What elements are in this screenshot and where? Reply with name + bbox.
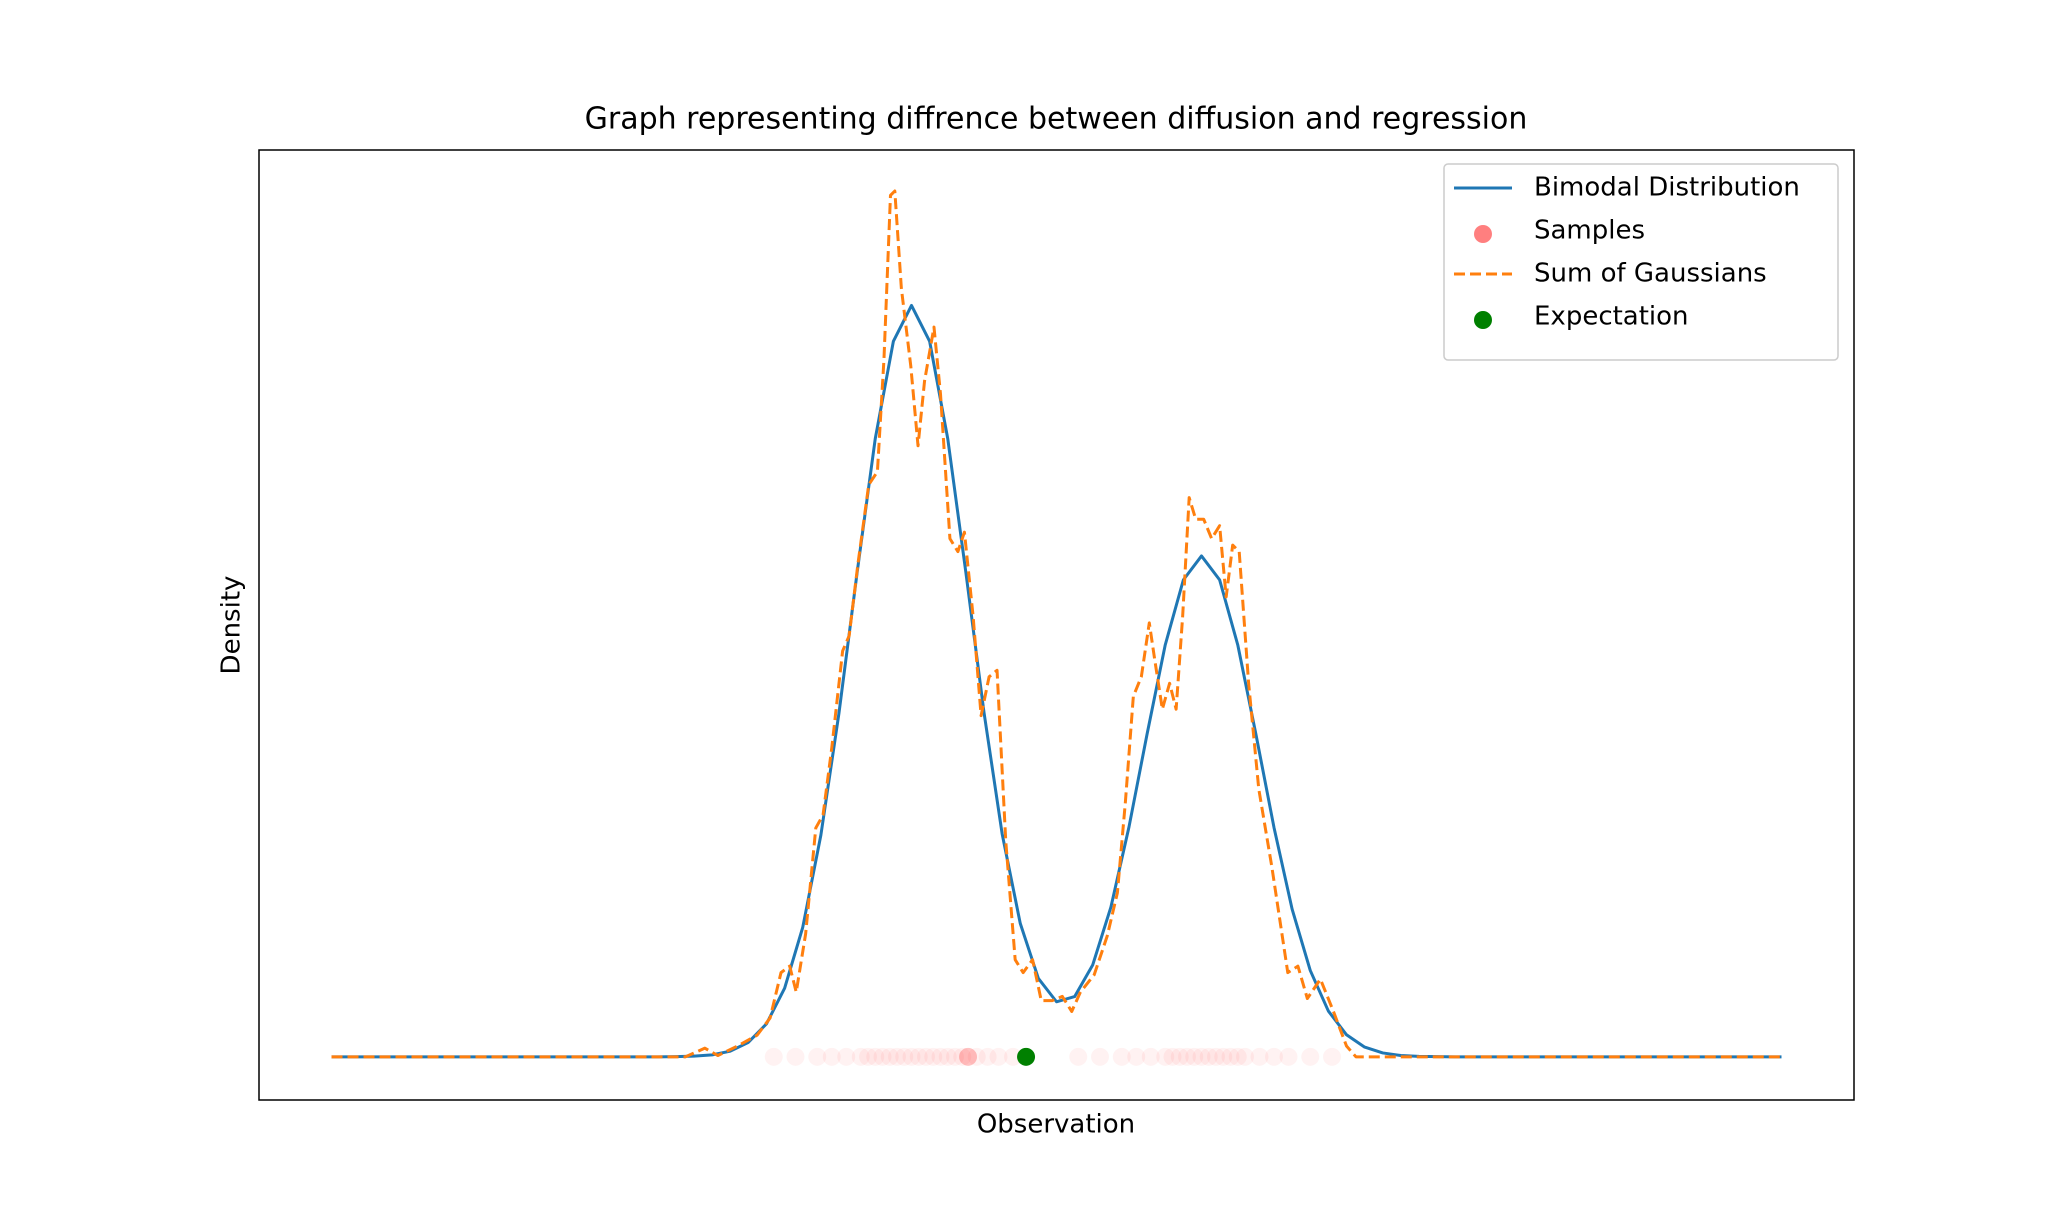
scatter-point (1178, 1047, 1196, 1066)
scatter-point (1185, 1047, 1204, 1066)
scatter-point (837, 1047, 856, 1066)
scatter-point (1214, 1047, 1233, 1066)
legend-box (1443, 163, 1839, 361)
scatter-point (959, 1047, 978, 1066)
scatter-point (946, 1047, 964, 1066)
scatter-point (1004, 1047, 1022, 1066)
scatter-point (959, 1047, 978, 1066)
plot-area (331, 189, 1782, 1066)
scatter-point (1192, 1047, 1211, 1066)
scatter-point (1236, 1047, 1254, 1066)
scatter-point (902, 1047, 921, 1066)
scatter-point (967, 1047, 986, 1066)
scatter-point (808, 1047, 827, 1066)
scatter-point (1207, 1047, 1225, 1066)
scatter-point (978, 1047, 997, 1066)
scatter-point (1156, 1047, 1175, 1066)
legend-label: Sum of Gaussians (1534, 259, 1767, 289)
scatter-point (924, 1047, 943, 1066)
scatter-point (851, 1047, 870, 1066)
axes-frame (258, 149, 1855, 1101)
scatter-point (873, 1047, 892, 1066)
scatter-point (1199, 1047, 1218, 1066)
scatter-point (888, 1047, 906, 1066)
scatter-point (1069, 1047, 1088, 1066)
scatter-point (1163, 1047, 1182, 1066)
scatter-point (959, 1047, 978, 1066)
scatter-point (764, 1047, 783, 1066)
scatter-point (959, 1047, 978, 1066)
scatter-point (1091, 1047, 1109, 1066)
scatter-point (917, 1047, 935, 1066)
scatter-point (931, 1047, 950, 1066)
scatter-point (1112, 1047, 1131, 1066)
legend-label: Samples (1534, 216, 1645, 246)
scatter-point (866, 1047, 885, 1066)
legend-swatch (1474, 225, 1492, 243)
scatter-point (1170, 1047, 1189, 1066)
scatter-point (1265, 1047, 1283, 1066)
scatter-point (859, 1047, 877, 1066)
legend-swatch (1474, 311, 1492, 329)
scatter-point (1127, 1047, 1146, 1066)
x-axis-label: Observation (977, 1110, 1135, 1140)
line-series (331, 189, 1782, 1059)
scatter-point (989, 1047, 1008, 1066)
scatter-point (1250, 1047, 1269, 1066)
legend-label: Bimodal Distribution (1534, 173, 1800, 203)
scatter-point (959, 1047, 978, 1066)
scatter-point (1228, 1047, 1247, 1066)
scatter-point (786, 1047, 805, 1066)
scatter-point (938, 1047, 957, 1066)
scatter-point (953, 1047, 972, 1066)
scatter-point (1323, 1047, 1341, 1066)
scatter-point (895, 1047, 914, 1066)
scatter-point (909, 1047, 928, 1066)
chart-title: Graph representing diffrence between dif… (585, 102, 1528, 137)
line-series (331, 303, 1782, 1059)
scatter-point (822, 1047, 841, 1066)
y-axis-label: Density (217, 576, 247, 675)
scatter-point (1141, 1047, 1160, 1066)
legend: Bimodal Distribution Samples Sum of Gaussi… (1443, 163, 1839, 361)
scatter-point (1017, 1047, 1036, 1066)
scatter-point (1279, 1047, 1298, 1066)
scatter-point (1301, 1047, 1320, 1066)
legend-label: Expectation (1534, 302, 1689, 332)
scatter-point (880, 1047, 899, 1066)
scatter-point (1221, 1047, 1240, 1066)
